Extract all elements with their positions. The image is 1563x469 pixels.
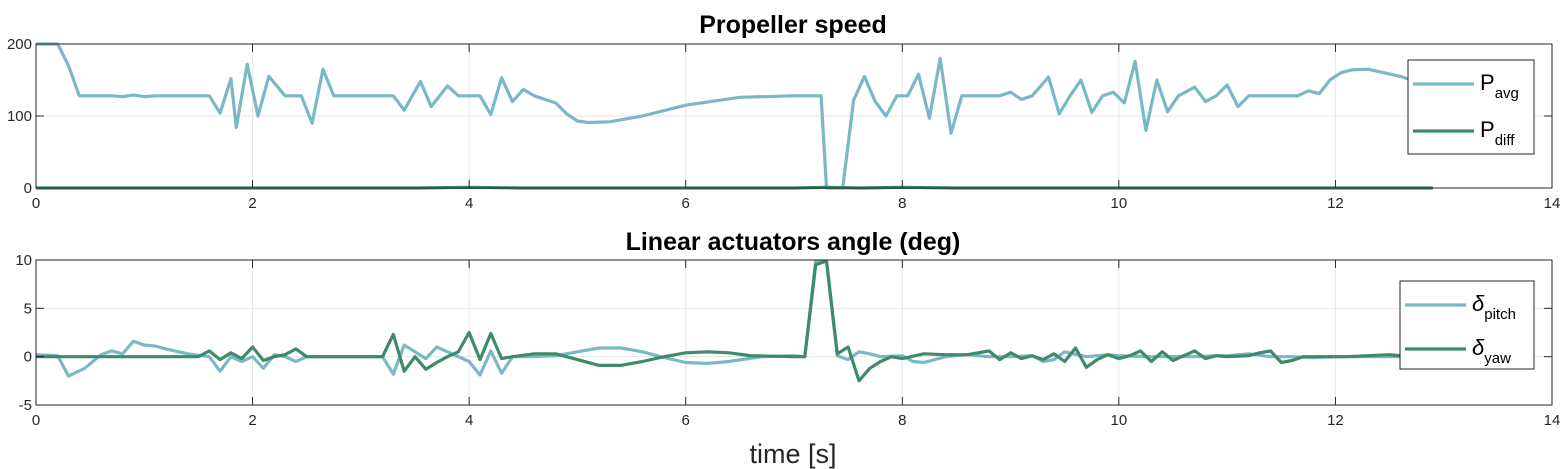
x-tick-label: 6 (682, 195, 690, 212)
y-tick-label: 0 (24, 349, 32, 366)
series-line-yaw (36, 259, 1433, 383)
x-tick-label: 12 (1327, 195, 1344, 212)
grid (35, 259, 1553, 406)
y-tick-label: 0 (24, 180, 32, 197)
y-tick-label: 100 (7, 108, 32, 125)
legend: Pavg Pdiff (1407, 59, 1535, 155)
tick-labels: 0 2 4 6 8 10 12 14 0 100 200 (7, 36, 1560, 212)
legend-box (1399, 280, 1535, 370)
chart-title: Propeller speed (699, 11, 887, 39)
y-tick-label: 10 (15, 252, 32, 269)
x-tick-label: 2 (248, 412, 256, 429)
y-tick-label: 5 (24, 300, 32, 317)
x-tick-label: 8 (898, 412, 906, 429)
x-tick-label: 14 (1544, 195, 1561, 212)
axes-box (35, 259, 1553, 406)
x-tick-label: 0 (32, 412, 40, 429)
x-tick-label: 4 (465, 195, 473, 212)
x-tick-label: 14 (1544, 412, 1561, 429)
y-tick-label: 200 (7, 36, 32, 53)
x-tick-label: 0 (32, 195, 40, 212)
plot-lines (35, 259, 1477, 383)
legend: δpitch δyaw (1399, 280, 1535, 370)
chart-title: Linear actuators angle (deg) (626, 228, 961, 256)
x-tick-label: 2 (248, 195, 256, 212)
x-tick-label: 10 (1111, 195, 1128, 212)
x-axis-label: time [s] (749, 439, 836, 469)
legend-label-yaw: δyaw (1472, 335, 1511, 367)
x-tick-label: 8 (898, 195, 906, 212)
x-tick-label: 4 (465, 412, 473, 429)
y-tick-label: -5 (19, 397, 32, 414)
series-line-pitch (35, 259, 1477, 378)
legend-label-avg: Pavg (1480, 70, 1519, 102)
x-tick-label: 12 (1327, 412, 1344, 429)
legend-label-diff: Pdiff (1480, 117, 1515, 149)
x-tick-label: 6 (682, 412, 690, 429)
legend-box (1407, 59, 1535, 155)
x-tick-label: 10 (1111, 412, 1128, 429)
grid (35, 43, 1553, 189)
legend-label-pitch: δpitch (1472, 291, 1516, 323)
axes-linear-actuators-angle: Linear actuators angle (deg) 0 2 4 6 8 10 12 14… (15, 228, 1560, 469)
